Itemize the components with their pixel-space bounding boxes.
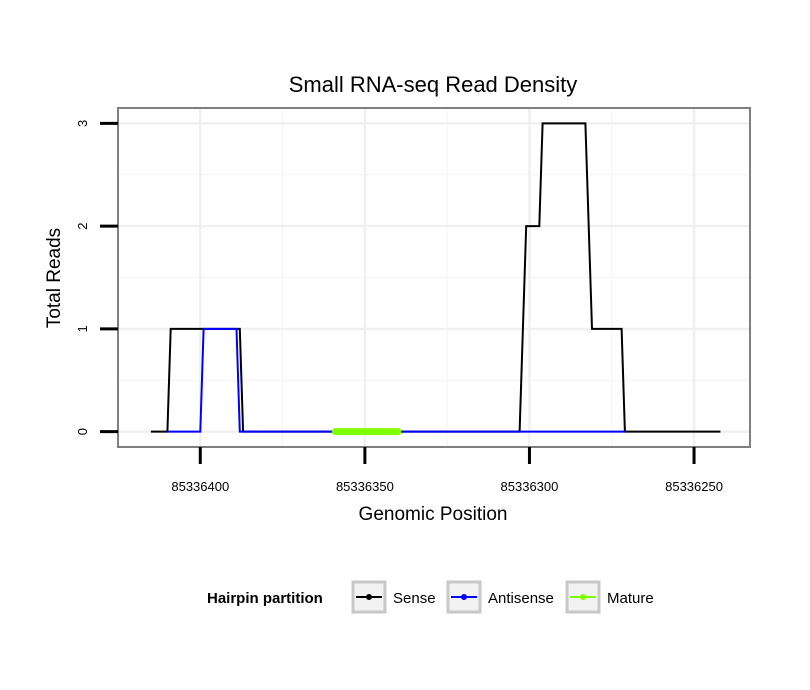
y-tick-label: 1 — [75, 325, 90, 332]
y-tick-label: 0 — [75, 428, 90, 435]
grid — [118, 108, 750, 447]
legend-key-mature — [565, 580, 601, 614]
legend-key-antisense — [446, 580, 482, 614]
x-tick-label: 85336400 — [171, 479, 229, 494]
x-tick-label: 85336250 — [665, 479, 723, 494]
x-tick-label: 85336350 — [336, 479, 394, 494]
panel-border — [117, 107, 751, 448]
chart-title: Small RNA-seq Read Density — [289, 72, 578, 97]
x-tick-label: 85336300 — [501, 479, 559, 494]
x-axis-title: Genomic Position — [359, 504, 508, 525]
legend-label-mature: Mature — [607, 590, 654, 607]
series-line-sense — [150, 122, 721, 433]
y-tick-label: 3 — [75, 120, 90, 127]
y-tick-label: 2 — [75, 223, 90, 230]
legend-key-sense — [351, 580, 387, 614]
legend-label-sense: Sense — [393, 590, 436, 607]
y-axis-title: Total Reads — [44, 228, 65, 328]
legend-label-antisense: Antisense — [488, 590, 554, 607]
series-layer — [150, 122, 721, 436]
legend-title: Hairpin partition — [207, 590, 323, 607]
series-line-antisense — [167, 327, 625, 433]
legend: Hairpin partition Sense Antisense Mature — [207, 580, 654, 614]
axis-ticks: 85336400 85336350 85336300 85336250 0 1 2 3 — [75, 120, 723, 494]
